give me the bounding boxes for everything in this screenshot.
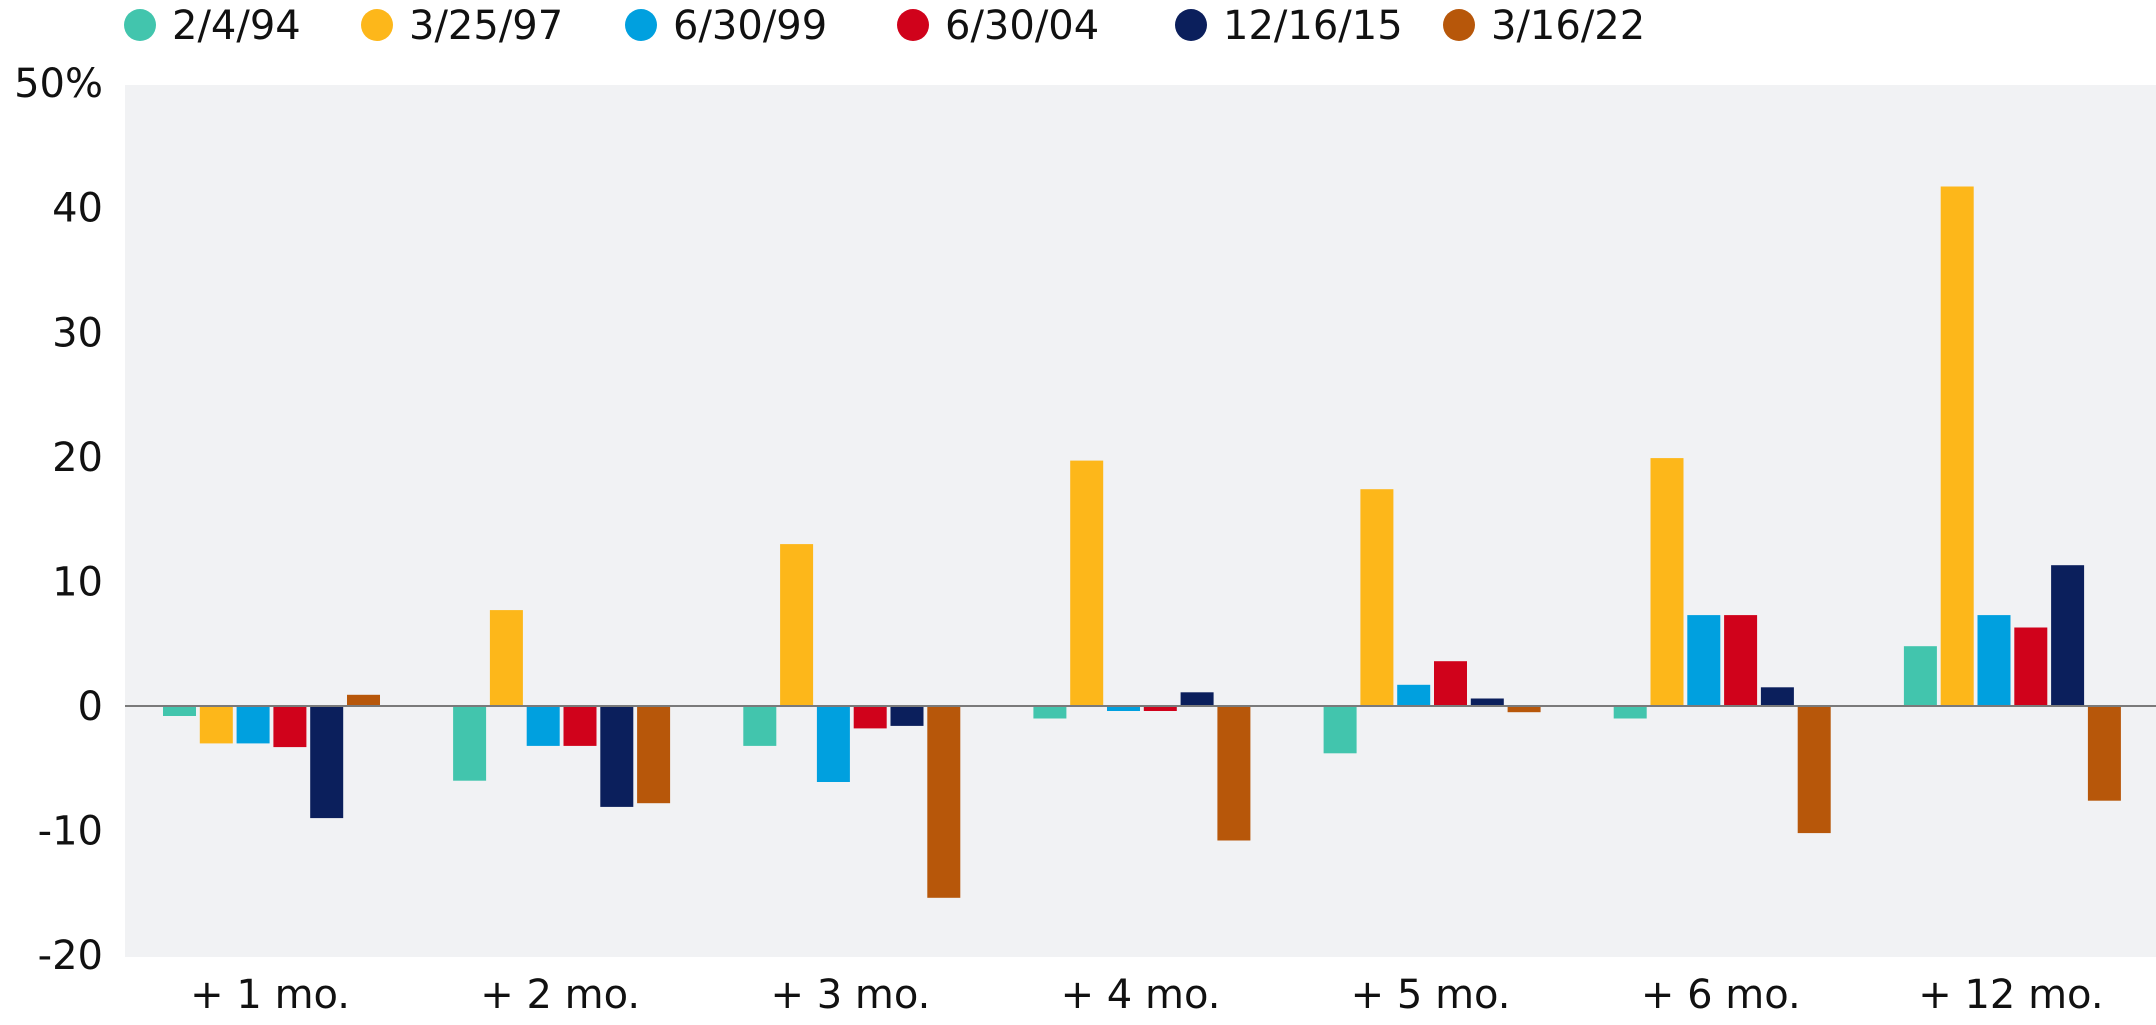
bar <box>489 610 523 706</box>
legend-item: 3/25/97 <box>361 3 563 49</box>
legend-label: 2/4/94 <box>172 3 301 49</box>
bar <box>853 706 887 729</box>
bar <box>1143 706 1177 711</box>
y-tick-label: 20 <box>52 435 103 481</box>
bar <box>1507 706 1541 713</box>
bar <box>1470 698 1504 706</box>
x-category-label: + 6 mo. <box>1641 972 1801 1018</box>
bar <box>526 706 560 746</box>
legend-swatch <box>1175 9 1207 41</box>
bar <box>1033 706 1067 719</box>
bar <box>1107 706 1140 711</box>
x-category-label: + 5 mo. <box>1351 972 1511 1018</box>
bar <box>1940 186 1974 706</box>
x-category-label: + 3 mo. <box>770 972 930 1018</box>
bar <box>2087 706 2121 801</box>
bar <box>163 706 196 716</box>
y-tick-label: 0 <box>78 684 103 730</box>
legend-label: 3/16/22 <box>1491 3 1645 49</box>
bar <box>637 706 671 804</box>
legend-label: 6/30/99 <box>673 3 827 49</box>
bar <box>273 706 307 748</box>
legend-item: 12/16/15 <box>1175 3 1403 49</box>
bar <box>780 544 814 706</box>
bar <box>816 706 850 782</box>
bar <box>1903 646 1937 706</box>
bar <box>1180 692 1214 706</box>
legend-item: 3/16/22 <box>1443 3 1645 49</box>
y-axis: -20 -10 0 10 20 30 40 50% <box>14 61 103 979</box>
legend-label: 6/30/04 <box>945 3 1099 49</box>
legend-item: 6/30/04 <box>897 3 1099 49</box>
bar <box>1434 661 1467 706</box>
bar <box>890 706 924 726</box>
y-tick-label: 40 <box>52 186 103 232</box>
bar <box>1687 615 1721 706</box>
y-tick-label: 30 <box>52 310 103 356</box>
bar <box>927 706 961 898</box>
bar <box>1724 615 1758 706</box>
bar <box>1397 684 1431 706</box>
bar <box>2051 565 2085 706</box>
bar <box>1323 706 1357 754</box>
legend-label: 3/25/97 <box>409 3 563 49</box>
bar <box>1797 706 1831 834</box>
x-category-label: + 1 mo. <box>190 972 350 1018</box>
y-tick-label: -20 <box>38 933 103 979</box>
bar <box>563 706 597 746</box>
legend-swatch <box>897 9 929 41</box>
bar <box>236 706 270 744</box>
legend-label: 12/16/15 <box>1223 3 1403 49</box>
x-axis: + 1 mo. + 2 mo. + 3 mo. + 4 mo. + 5 mo. + 6 m… <box>190 972 2103 1018</box>
bar <box>600 706 634 807</box>
bar <box>1613 706 1647 719</box>
bar <box>743 706 777 746</box>
bar <box>310 706 344 819</box>
x-category-label: + 4 mo. <box>1061 972 1221 1018</box>
bar <box>1217 706 1251 841</box>
y-tick-label: 50% <box>14 61 103 107</box>
bar <box>2014 627 2048 706</box>
bar <box>1760 687 1794 706</box>
legend-item: 6/30/99 <box>625 3 827 49</box>
bar <box>199 706 233 744</box>
legend-swatch <box>1443 9 1475 41</box>
bar <box>1360 489 1394 706</box>
x-category-label: + 12 mo. <box>1918 972 2103 1018</box>
bars-group <box>163 186 2121 898</box>
bar <box>347 694 380 706</box>
legend-item: 2/4/94 <box>124 3 301 49</box>
plot-area <box>125 85 2156 957</box>
bar <box>1650 458 1684 706</box>
chart-legend: 2/4/94 3/25/97 6/30/99 6/30/04 12/16/15 3/16/… <box>124 3 1645 49</box>
legend-swatch <box>361 9 393 41</box>
y-tick-label: 10 <box>52 559 103 605</box>
y-tick-label: -10 <box>38 809 103 855</box>
bar <box>453 706 487 781</box>
bar <box>1977 615 2011 706</box>
legend-swatch <box>625 9 657 41</box>
x-category-label: + 2 mo. <box>480 972 640 1018</box>
legend-swatch <box>124 9 156 41</box>
bar <box>1070 460 1104 706</box>
